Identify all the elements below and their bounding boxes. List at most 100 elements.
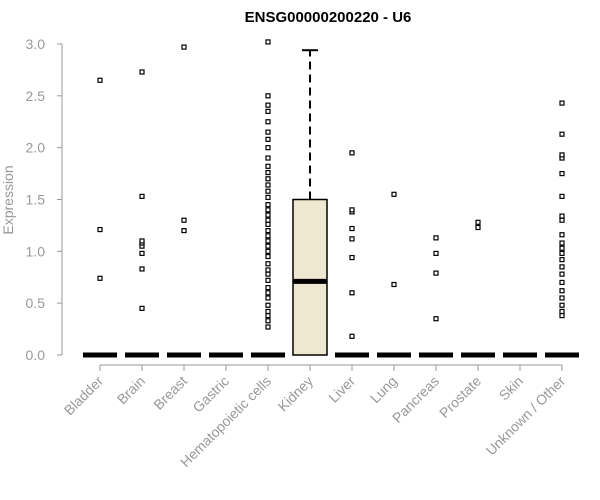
outlier-point: [349, 207, 355, 213]
outlier-point: [559, 302, 565, 308]
y-axis-label: Expression: [0, 165, 16, 234]
box-group: [251, 39, 285, 358]
outlier-point: [265, 285, 271, 291]
outlier-point: [559, 213, 565, 219]
y-axis: 0.0 0.5 1.0 1.5 2.0 2.5 3.0: [26, 36, 63, 363]
outlier-point: [265, 202, 271, 208]
outlier-point: [97, 275, 103, 281]
y-tick-label: 0.0: [26, 347, 46, 363]
outlier-point: [265, 108, 271, 114]
outlier-point: [265, 217, 271, 223]
outlier-point: [559, 217, 565, 223]
y-tick-label: 2.0: [26, 140, 46, 156]
outlier-point: [139, 193, 145, 199]
box-group: [125, 69, 159, 358]
outlier-point: [433, 316, 439, 322]
outlier-point: [265, 302, 271, 308]
outlier-point: [265, 228, 271, 234]
outlier-point: [265, 318, 271, 324]
outlier-point: [139, 266, 145, 272]
box-group: [419, 235, 453, 358]
outlier-point: [265, 129, 271, 135]
outlier-point: [391, 191, 397, 197]
x-tick-label: Breast: [150, 373, 190, 413]
outlier-point: [349, 254, 355, 261]
y-tick-label: 0.5: [26, 295, 46, 311]
box-group: [292, 49, 328, 356]
outlier-point: [265, 93, 271, 99]
outlier-point: [265, 169, 271, 176]
outlier-point: [265, 238, 271, 244]
outlier-point: [265, 290, 271, 296]
outlier-point: [265, 102, 271, 108]
outlier-point: [265, 163, 271, 169]
outlier-point: [559, 250, 565, 257]
outlier-point: [265, 136, 271, 142]
outlier-point: [265, 308, 271, 315]
outlier-point: [265, 243, 271, 249]
outlier-point: [349, 236, 355, 242]
outlier-point: [265, 188, 271, 194]
box-group: [335, 150, 369, 358]
outlier-point: [559, 295, 565, 301]
outlier-point: [139, 69, 145, 75]
outlier-point: [265, 119, 271, 125]
box-body: [292, 198, 328, 356]
outlier-point: [433, 235, 439, 241]
outlier-point: [559, 100, 565, 106]
outlier-point: [349, 333, 355, 339]
box-group: [377, 191, 411, 358]
outlier-point: [433, 250, 439, 257]
y-tick-label: 1.0: [26, 243, 46, 259]
outlier-point: [559, 240, 565, 246]
outlier-point: [265, 182, 271, 188]
outlier-point: [139, 238, 145, 244]
x-tick-label: Prostate: [436, 373, 484, 421]
y-tick-label: 1.5: [26, 192, 46, 208]
outlier-point: [559, 170, 565, 177]
outlier-point: [475, 224, 481, 231]
outlier-point: [97, 226, 103, 233]
outlier-point: [97, 77, 103, 83]
outlier-point: [559, 232, 565, 238]
outlier-point: [265, 194, 271, 201]
chart-title: ENSG00000200220 - U6: [245, 9, 412, 26]
outlier-point: [265, 176, 271, 182]
outlier-point: [265, 145, 271, 151]
box-group: [545, 100, 579, 358]
boxes: [83, 39, 579, 358]
outlier-point: [265, 271, 271, 277]
outlier-point: [433, 270, 439, 276]
x-tick-label: Skin: [496, 373, 527, 404]
outlier-point: [139, 305, 145, 311]
x-tick-label: Pancreas: [389, 373, 442, 426]
outlier-point: [139, 250, 145, 257]
outlier-point: [559, 257, 565, 263]
outlier-point: [559, 245, 565, 251]
outlier-point: [265, 248, 271, 254]
outlier-point: [559, 288, 565, 294]
x-tick-label: Bladder: [61, 373, 107, 419]
outlier-point: [265, 295, 271, 301]
outlier-point: [265, 207, 271, 213]
outlier-point: [559, 152, 565, 158]
outlier-point: [265, 261, 271, 267]
outlier-point: [265, 39, 271, 45]
outlier-point: [559, 271, 565, 277]
outlier-point: [265, 233, 271, 239]
outlier-point: [265, 221, 271, 227]
outlier-point: [475, 219, 481, 225]
x-tick-label: Brain: [114, 373, 148, 407]
outlier-point: [265, 155, 271, 161]
outlier-point: [181, 217, 187, 223]
outlier-point: [265, 324, 271, 330]
x-tick-label: Kidney: [275, 373, 317, 415]
x-tick-label: Lung: [367, 373, 400, 406]
outlier-point: [349, 225, 355, 232]
outlier-point: [265, 267, 271, 273]
x-tick-label: Liver: [325, 373, 358, 406]
outlier-point: [559, 131, 565, 137]
y-tick-label: 3.0: [26, 36, 46, 52]
outlier-point: [559, 193, 565, 199]
